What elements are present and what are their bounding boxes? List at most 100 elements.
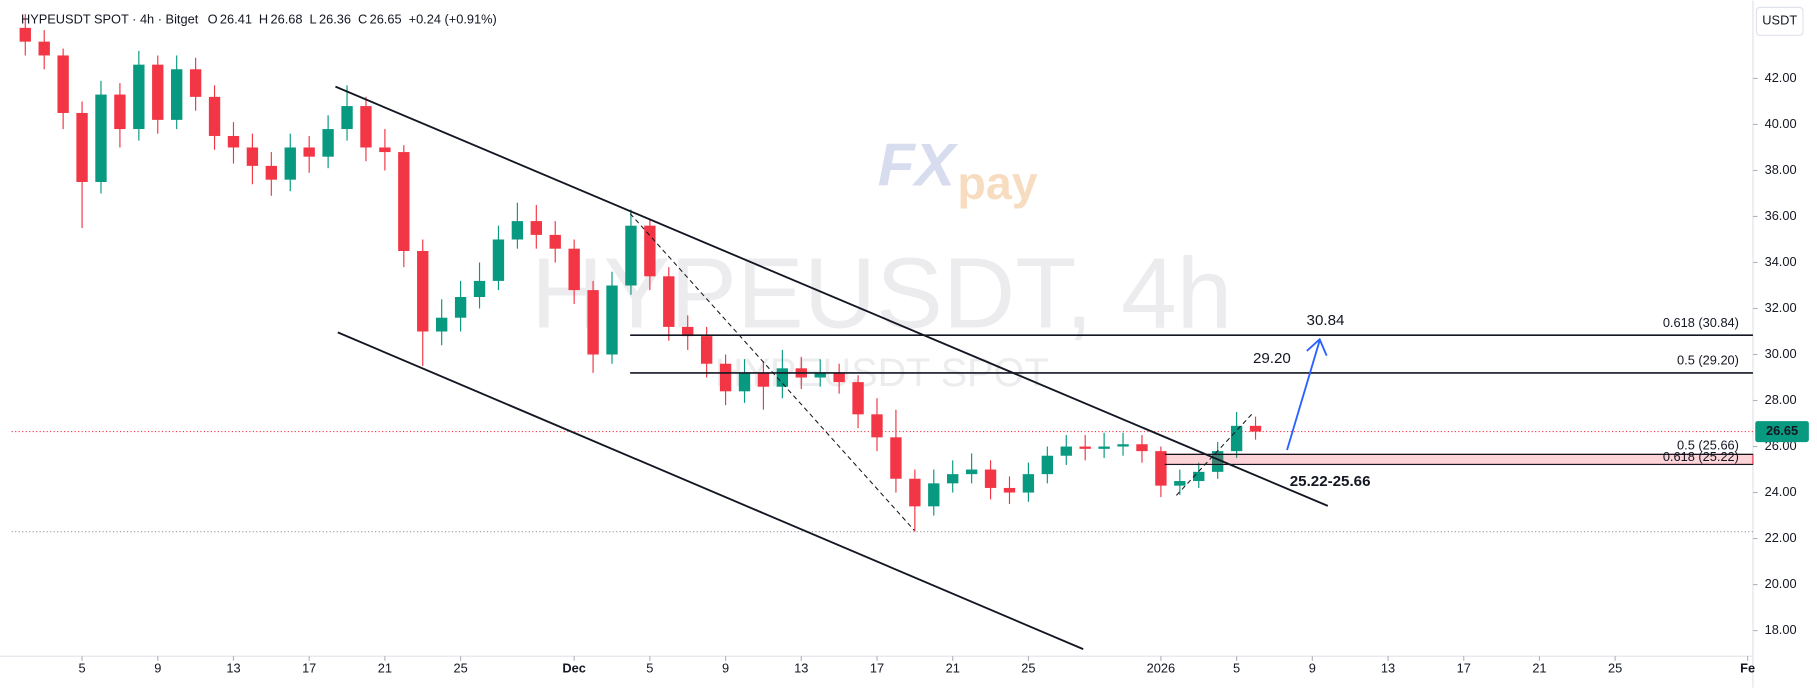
plot: 18.0020.0022.0024.0026.0028.0030.0032.00… — [11, 14, 1797, 675]
candle-body — [965, 469, 978, 475]
candle-body — [1249, 425, 1262, 432]
candle-body — [1230, 425, 1243, 452]
legend-header: HYPEUSDT SPOT · 4h · Bitget O 26.41 H 26.68… — [21, 12, 497, 27]
x-tick-label: 9 — [1309, 660, 1316, 675]
x-tick-label: 9 — [154, 660, 161, 675]
y-tick-label: 30.00 — [1765, 346, 1797, 361]
x-tick-label: 25 — [453, 660, 467, 675]
price-tag-label: 26.65 — [1766, 423, 1798, 438]
candle-body — [208, 96, 221, 136]
candle-body — [1098, 446, 1110, 449]
price-tag — [1755, 421, 1809, 443]
x-tick-label: 13 — [1381, 660, 1395, 675]
logo-fx: FX — [878, 130, 959, 198]
candle-body — [1155, 451, 1167, 486]
x-tick-label: 5 — [1233, 660, 1240, 675]
fib-label: 0.5 (29.20) — [1677, 353, 1739, 368]
y-tick-label: 34.00 — [1765, 254, 1797, 269]
candle-body — [246, 147, 259, 166]
candle-body — [76, 112, 88, 182]
candle-body — [1022, 474, 1035, 493]
y-tick-label: 38.00 — [1765, 162, 1797, 177]
candle-body — [1136, 444, 1148, 452]
candle-body — [700, 336, 713, 364]
candle-body — [284, 147, 296, 180]
x-tick-label: 13 — [794, 660, 808, 675]
currency-box[interactable] — [1755, 6, 1804, 36]
candle-body — [757, 372, 770, 387]
candle-body — [568, 248, 580, 291]
x-tick-label: 21 — [378, 660, 392, 675]
symbol: HYPEUSDT SPOT · 4h · Bitget — [21, 12, 199, 27]
candle-body — [511, 221, 524, 240]
swing-line — [629, 213, 915, 531]
candle-body — [928, 483, 940, 507]
ohlc-value: 26.41 — [220, 12, 252, 27]
candle-body — [1041, 455, 1054, 475]
candle-body — [871, 414, 883, 438]
candle-body — [1079, 446, 1091, 449]
x-tick-label: Dec — [562, 660, 585, 675]
candle-body — [171, 69, 183, 120]
y-tick-label: 18.00 — [1765, 622, 1797, 637]
candle-body — [909, 478, 921, 507]
x-tick-label: 5 — [78, 660, 85, 675]
candle-body — [1117, 444, 1129, 447]
candle-body — [814, 372, 826, 378]
candle-body — [625, 225, 637, 286]
swing-line — [1176, 413, 1253, 496]
target-arrow — [1286, 337, 1328, 451]
fib-label: 0.618 (25.22) — [1663, 449, 1739, 464]
x-tick-label: 17 — [870, 660, 884, 675]
candle-body — [379, 147, 391, 153]
candle-body — [152, 64, 164, 120]
x-tick-label: 25 — [1608, 660, 1622, 675]
candle-body — [587, 290, 599, 355]
candle-body — [606, 285, 618, 355]
ohlc-value: 26.68 — [271, 12, 303, 27]
candle-body — [57, 55, 69, 113]
candle-body — [984, 469, 997, 488]
ohlc-label: L — [310, 12, 317, 27]
zone-label: 25.22-25.66 — [1290, 473, 1371, 490]
candle-body — [890, 437, 902, 479]
candle-body — [1003, 487, 1016, 493]
ohlc-value: 26.65 — [370, 12, 402, 27]
y-tick-label: 32.00 — [1765, 300, 1797, 315]
candle-body — [303, 147, 315, 157]
change: +0.24 (+0.91%) — [409, 12, 497, 27]
candle-body — [833, 372, 845, 383]
y-tick-label: 28.00 — [1765, 392, 1797, 407]
fib-label: 0.618 (30.84) — [1663, 315, 1739, 330]
candle-body — [682, 326, 694, 337]
x-tick-label: 17 — [302, 660, 316, 675]
candle-body — [1060, 446, 1072, 456]
currency: USDT — [1762, 13, 1797, 28]
candle-body — [189, 69, 202, 97]
candle-body — [417, 250, 429, 332]
channel-upper — [335, 85, 1329, 507]
candle-body — [492, 239, 505, 281]
candle-body — [719, 363, 732, 392]
ohlc-label: C — [358, 12, 367, 27]
candle-body — [530, 221, 542, 235]
arrow-shaft — [1286, 340, 1321, 451]
candle-body — [322, 129, 334, 157]
x-tick-label: 21 — [946, 660, 960, 675]
x-tick-label: Fe — [1740, 660, 1755, 675]
candle-body — [454, 297, 467, 318]
y-tick-label: 36.00 — [1765, 208, 1797, 223]
candle-body — [644, 225, 656, 277]
x-tick-label: 25 — [1021, 660, 1035, 675]
candle-body — [738, 372, 751, 392]
candle-body — [549, 234, 561, 249]
y-tick-label: 20.00 — [1765, 576, 1797, 591]
ohlc-label: H — [259, 12, 268, 27]
ohlc-label: O — [208, 12, 218, 27]
candle-body — [435, 317, 448, 332]
candle-body — [1212, 451, 1224, 472]
fib-label: 0.5 (25.66) — [1677, 438, 1739, 453]
level-tag: 30.84 — [1307, 312, 1345, 329]
y-tick-label: 22.00 — [1765, 530, 1797, 545]
